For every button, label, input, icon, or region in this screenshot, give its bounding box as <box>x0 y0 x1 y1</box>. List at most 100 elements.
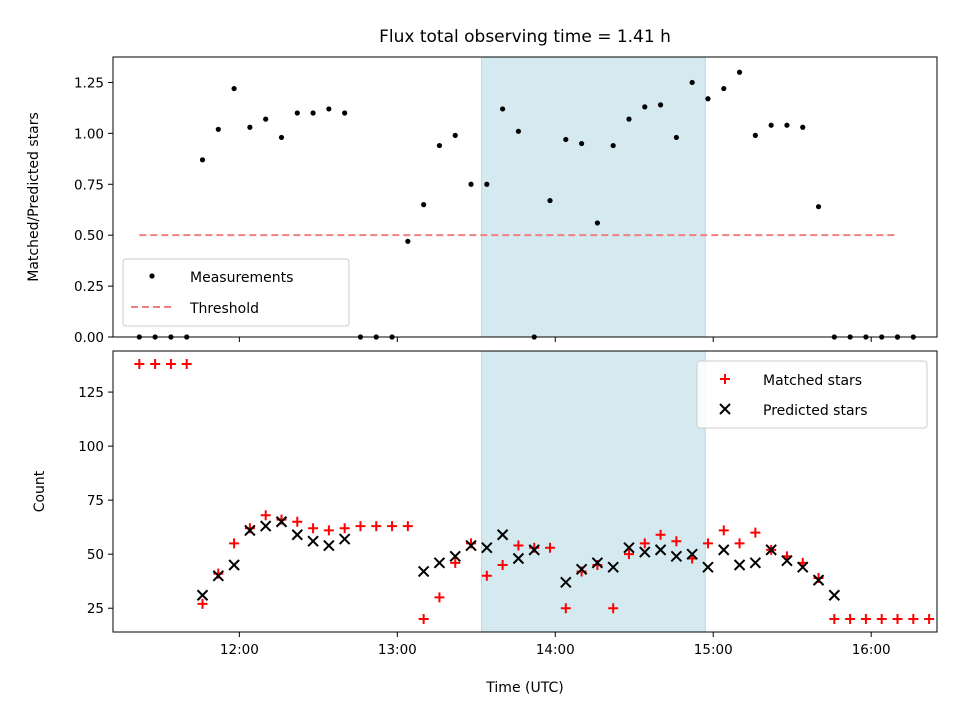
matched-star-point <box>608 603 619 614</box>
measurement-point <box>642 104 648 110</box>
matched-star-point <box>260 510 271 521</box>
matched-star-point <box>623 549 634 560</box>
measurement-point <box>215 126 221 132</box>
x-axis-label: Time (UTC) <box>485 680 563 696</box>
y-axis-label: Matched/Predicted stars <box>26 112 42 282</box>
predicted-star-point <box>765 544 777 556</box>
matched-star-point <box>450 557 461 568</box>
matched-star-point <box>134 358 145 369</box>
measurement-point <box>721 85 727 92</box>
measurement-point <box>800 124 806 130</box>
measurement-point <box>657 102 664 108</box>
count-panel: 12:00 13:00 14:00 15:00 16:00 25 50 75 100 125 Cou… <box>32 350 938 696</box>
predicted-star-point <box>797 561 809 573</box>
predicted-star-point <box>228 559 240 571</box>
predicted-star-point <box>417 565 430 578</box>
y-axis-label: Count <box>32 470 48 512</box>
y-tick-label: 1.25 <box>74 75 104 91</box>
matched-star-point <box>308 523 319 534</box>
matched-star-point <box>718 525 729 536</box>
measurement-point <box>563 136 569 143</box>
predicted-star-point <box>623 541 635 554</box>
predicted-star-point <box>781 554 793 567</box>
matched-star-point <box>150 358 161 369</box>
y-tick-label: 100 <box>78 439 104 455</box>
matched-star-point <box>418 614 429 625</box>
matched-star-point <box>339 523 350 534</box>
measurement-point <box>326 106 332 112</box>
measurement-point <box>768 122 774 128</box>
axes-frame <box>112 350 938 633</box>
measurement-point <box>452 132 458 138</box>
y-tick-label: 50 <box>87 547 104 563</box>
ratio-panel: 0.00 0.25 0.50 0.75 1.00 1.25 Matched/Predicte… <box>26 56 938 346</box>
measurement-point <box>294 110 300 116</box>
measurement-point <box>594 220 600 226</box>
matched-star-point <box>560 603 571 614</box>
matched-star-point <box>845 614 856 625</box>
measurement-point <box>752 132 758 138</box>
predicted-star-point <box>639 546 651 558</box>
y-tick-label: 1.00 <box>74 126 104 142</box>
predicted-star-point <box>496 529 509 541</box>
predicted-star-point <box>512 552 525 565</box>
predicted-star-point <box>259 520 272 532</box>
measurement-point <box>199 157 206 163</box>
y-tick-label: 0.25 <box>74 279 104 295</box>
predicted-star-point <box>481 541 493 554</box>
predicted-star-point <box>433 557 446 569</box>
legend: Measurements Threshold <box>122 258 350 327</box>
legend: Matched stars Predicted stars <box>696 360 928 429</box>
shaded-span <box>481 56 706 338</box>
predicted-star-point <box>323 539 335 552</box>
matched-star-point <box>655 529 666 540</box>
measurement-point <box>342 110 348 116</box>
predicted-star-point <box>670 550 683 563</box>
predicted-star-point <box>591 557 604 569</box>
measurement-point <box>784 122 790 128</box>
legend-box <box>122 258 350 327</box>
predicted-star-point <box>749 557 762 569</box>
predicted-star-point <box>465 539 477 552</box>
matched-star-point <box>497 559 508 570</box>
matched-star-point <box>829 614 840 625</box>
predicted-star-point <box>307 535 319 547</box>
x-tick-label: 15:00 <box>694 642 733 658</box>
predicted-star-point <box>449 550 461 563</box>
matched-star-point <box>876 614 887 625</box>
matched-star-point <box>402 521 413 532</box>
predicted-star-point <box>291 529 303 541</box>
predicted-star-point <box>718 544 730 556</box>
matched-star-point <box>229 538 240 549</box>
shaded-span <box>481 350 706 633</box>
measurement-point <box>247 124 253 130</box>
predicted-star-point <box>733 559 746 571</box>
legend-box <box>696 360 928 429</box>
predicted-star-point <box>654 544 667 556</box>
matched-star-point <box>355 521 366 532</box>
predicted-star-point <box>812 574 825 586</box>
matched-star-point <box>860 614 871 625</box>
measurement-point <box>673 134 679 141</box>
measurement-point <box>705 96 711 102</box>
matched-star-point <box>908 614 919 625</box>
predicted-star-point <box>560 576 572 588</box>
legend-label-threshold: Threshold <box>189 301 259 317</box>
measurement-point <box>736 69 743 75</box>
matched-star-point <box>702 538 713 549</box>
measurement-point <box>421 202 427 208</box>
matched-star-point <box>734 538 745 549</box>
matched-star-point <box>165 358 176 369</box>
measurement-point <box>468 181 474 187</box>
legend-marker-predicted <box>719 403 731 415</box>
measurement-point <box>815 204 822 210</box>
predicted-star-point <box>275 516 288 528</box>
measurement-point <box>610 142 616 149</box>
axes-frame <box>112 56 938 338</box>
y-tick-label: 75 <box>87 493 104 509</box>
x-tick-label: 13:00 <box>378 642 417 658</box>
measurement-point <box>310 110 316 116</box>
matched-star-point <box>513 540 524 551</box>
measurement-point <box>626 116 632 122</box>
